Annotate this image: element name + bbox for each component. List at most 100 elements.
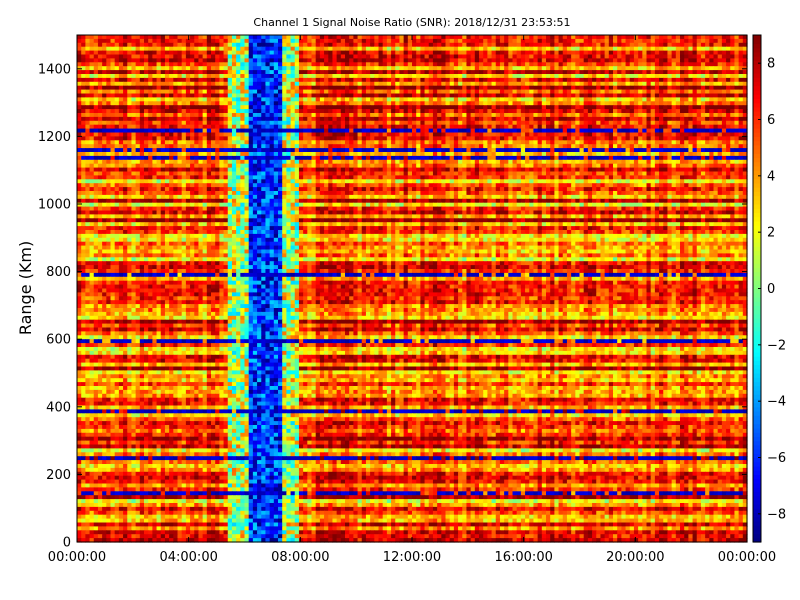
heatmap-cell <box>353 120 359 126</box>
heatmap-cell <box>269 136 275 141</box>
heatmap-cell <box>269 120 275 126</box>
heatmap-cell <box>458 113 463 118</box>
heatmap-cell <box>135 54 141 59</box>
heatmap-cell <box>424 105 430 110</box>
heatmap-cell <box>211 132 216 137</box>
heatmap-cell <box>190 89 195 95</box>
heatmap-cell <box>738 113 744 118</box>
heatmap-cell <box>303 97 308 102</box>
heatmap-cell <box>273 120 279 126</box>
heatmap-cell <box>667 66 673 71</box>
heatmap-cell <box>231 54 237 59</box>
heatmap-cell <box>169 155 174 161</box>
heatmap-cell <box>198 132 204 137</box>
heatmap-cell <box>617 128 622 134</box>
heatmap-cell <box>675 50 681 56</box>
heatmap-cell <box>215 85 220 91</box>
heatmap-cell <box>110 140 116 145</box>
heatmap-cell <box>474 109 480 114</box>
heatmap-cell <box>432 109 438 114</box>
heatmap-cell <box>449 148 455 153</box>
heatmap-cell <box>307 50 313 56</box>
heatmap-cell <box>529 116 535 122</box>
heatmap-cell <box>705 58 710 63</box>
heatmap-cell <box>215 124 220 130</box>
heatmap-cell <box>144 93 149 98</box>
heatmap-cell <box>286 148 292 153</box>
heatmap-cell <box>311 144 317 149</box>
heatmap-cell <box>709 54 715 59</box>
heatmap-cell <box>261 89 267 95</box>
heatmap-cell <box>608 124 614 130</box>
heatmap-cell <box>164 35 170 40</box>
heatmap-cell <box>307 62 313 67</box>
heatmap-cell <box>118 74 124 79</box>
heatmap-cell <box>470 97 476 102</box>
heatmap-cell <box>520 140 526 145</box>
heatmap-cell <box>608 105 614 110</box>
heatmap-cell <box>219 58 225 63</box>
heatmap-cell <box>512 70 518 75</box>
heatmap-cell <box>307 136 313 141</box>
heatmap-cell <box>144 101 149 106</box>
heatmap-cell <box>675 116 681 122</box>
heatmap-cell <box>671 50 677 56</box>
heatmap-cell <box>382 132 388 137</box>
heatmap-cell <box>102 124 107 130</box>
heatmap-cell <box>550 144 555 149</box>
heatmap-cell <box>742 113 748 118</box>
heatmap-cell <box>533 144 539 149</box>
heatmap-cell <box>684 70 689 75</box>
heatmap-cell <box>357 35 363 40</box>
heatmap-cell <box>499 77 505 83</box>
heatmap-cell <box>353 74 359 79</box>
heatmap-cell <box>374 58 380 63</box>
heatmap-cell <box>667 35 673 40</box>
heatmap-cell <box>592 62 597 67</box>
heatmap-cell <box>629 81 635 87</box>
heatmap-cell <box>131 70 137 75</box>
heatmap-cell <box>566 113 572 118</box>
heatmap-cell <box>629 152 635 157</box>
heatmap-cell <box>738 116 744 122</box>
heatmap-cell <box>663 120 669 126</box>
heatmap-cell <box>244 116 250 122</box>
heatmap-cell <box>684 38 689 44</box>
heatmap-cell <box>118 128 124 134</box>
heatmap-cell <box>160 140 166 145</box>
heatmap-cell <box>152 124 158 130</box>
heatmap-cell <box>353 109 359 114</box>
heatmap-cell <box>202 35 208 40</box>
heatmap-cell <box>215 93 220 98</box>
heatmap-cell <box>713 132 719 137</box>
heatmap-cell <box>432 81 438 87</box>
heatmap-cell <box>458 38 463 44</box>
heatmap-cell <box>345 66 350 71</box>
heatmap-cell <box>227 58 233 63</box>
heatmap-cell <box>663 58 669 63</box>
heatmap-cell <box>219 93 225 98</box>
heatmap-cell <box>185 120 191 126</box>
heatmap-cell <box>173 136 179 141</box>
heatmap-cell <box>700 148 706 153</box>
heatmap-cell <box>550 136 555 141</box>
heatmap-cell <box>617 85 622 91</box>
heatmap-cell <box>269 81 275 87</box>
heatmap-cell <box>328 35 334 40</box>
heatmap-cell <box>441 144 447 149</box>
heatmap-cell <box>194 50 200 56</box>
heatmap-cell <box>466 62 472 67</box>
heatmap-cell <box>244 58 250 63</box>
heatmap-cell <box>495 74 501 79</box>
heatmap-cell <box>123 50 128 56</box>
heatmap-cell <box>336 144 342 149</box>
heatmap-cell <box>257 120 262 126</box>
heatmap-cell <box>365 77 371 83</box>
heatmap-cell <box>144 152 149 157</box>
heatmap-cell <box>298 58 304 63</box>
heatmap-cell <box>190 152 195 157</box>
heatmap-cell <box>144 148 149 153</box>
heatmap-cell <box>399 109 405 114</box>
heatmap-cell <box>185 58 191 63</box>
heatmap-cell <box>152 66 158 71</box>
